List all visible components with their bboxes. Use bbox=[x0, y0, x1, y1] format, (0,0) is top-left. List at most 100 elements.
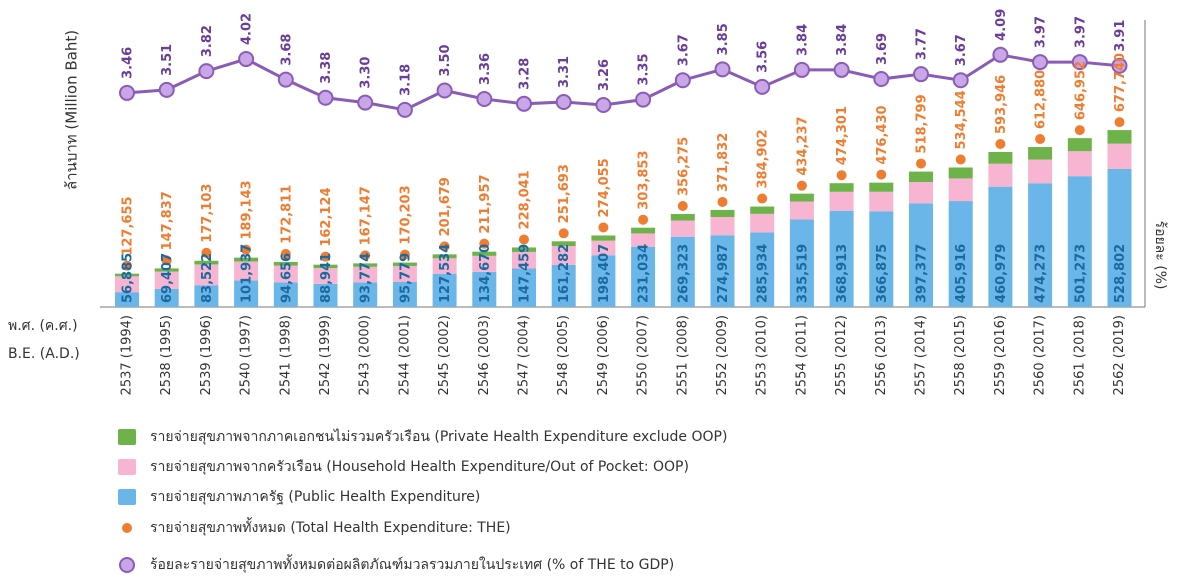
bar-segment bbox=[591, 240, 616, 256]
data-label: 3.30 bbox=[359, 57, 374, 89]
gdp-point bbox=[119, 84, 135, 101]
bar-segment bbox=[710, 209, 735, 217]
data-label: 384,902 bbox=[756, 129, 771, 188]
data-label: 593,946 bbox=[994, 75, 1009, 134]
data-label: 3.85 bbox=[716, 23, 731, 55]
bar-segment bbox=[1107, 143, 1132, 169]
gdp-line bbox=[126, 53, 1120, 112]
data-label: 83,522 bbox=[200, 253, 215, 303]
legend-swatch bbox=[119, 557, 135, 573]
total-dot bbox=[638, 214, 649, 225]
bar-segment bbox=[829, 191, 854, 211]
data-label: 101,937 bbox=[240, 244, 255, 303]
data-label: 434,237 bbox=[795, 116, 810, 175]
bar-segment bbox=[670, 220, 695, 237]
total-dot bbox=[916, 158, 926, 169]
total-dot bbox=[360, 250, 371, 261]
total-dot bbox=[399, 249, 410, 260]
total-dot bbox=[876, 169, 887, 180]
gdp-point bbox=[277, 71, 294, 88]
data-label: 56,885 bbox=[121, 253, 136, 303]
legend-label: รายจ่ายสุขภาพทั้งหมด (Total Health Expen… bbox=[150, 517, 511, 536]
data-label: 3.38 bbox=[319, 52, 334, 84]
bar-segment bbox=[353, 263, 378, 267]
total-dot bbox=[161, 255, 172, 266]
data-label: 476,430 bbox=[875, 105, 890, 164]
x-tick-label: 2540 (1997) bbox=[239, 315, 254, 395]
bar-segment bbox=[750, 206, 775, 214]
gdp-point bbox=[595, 97, 612, 114]
bar-segment bbox=[273, 261, 298, 266]
total-dot bbox=[320, 251, 331, 262]
data-label: 172,811 bbox=[279, 185, 294, 244]
data-label: 177,103 bbox=[200, 184, 215, 243]
data-label: 3.82 bbox=[200, 25, 215, 57]
data-label: 4.02 bbox=[240, 13, 255, 45]
bar-segment bbox=[988, 186, 1013, 307]
bar-segment bbox=[869, 191, 894, 212]
data-label: 3.84 bbox=[795, 24, 810, 56]
bar-segment bbox=[432, 273, 457, 307]
data-label: 3.68 bbox=[279, 34, 294, 66]
total-dot bbox=[1074, 125, 1085, 136]
bar-segment bbox=[948, 201, 973, 307]
x-tick-label: 2550 (2007) bbox=[636, 315, 651, 395]
data-label: 147,837 bbox=[160, 191, 175, 250]
gdp-point bbox=[555, 93, 572, 110]
x-tick-label: 2546 (2003) bbox=[477, 315, 492, 395]
data-label: 269,323 bbox=[676, 244, 691, 303]
x-tick-label: 2561 (2018) bbox=[1072, 315, 1087, 395]
gdp-point bbox=[436, 82, 453, 99]
data-label: 94,656 bbox=[279, 253, 294, 303]
gdp-point bbox=[1032, 54, 1049, 71]
data-label: 285,934 bbox=[756, 244, 771, 303]
x-tick-label: 2559 (2016) bbox=[993, 315, 1008, 395]
bar-segment bbox=[789, 193, 814, 202]
bar-segment bbox=[353, 282, 378, 307]
data-label: 127,534 bbox=[438, 244, 453, 303]
data-label: 274,987 bbox=[716, 244, 731, 303]
bar-segment bbox=[551, 241, 576, 247]
bar-segment bbox=[988, 151, 1013, 164]
bar-segment bbox=[631, 227, 656, 234]
data-label: 3.67 bbox=[954, 34, 969, 66]
data-label: 3.35 bbox=[637, 53, 652, 85]
gdp-point bbox=[833, 61, 850, 78]
data-label: 474,301 bbox=[835, 106, 850, 165]
gdp-point bbox=[873, 71, 890, 88]
data-label: 3.26 bbox=[597, 59, 612, 91]
x-tick-label: 2538 (1995) bbox=[159, 315, 174, 395]
legend-swatch bbox=[118, 429, 136, 445]
data-label: 3.77 bbox=[915, 28, 930, 60]
total-dot bbox=[995, 138, 1006, 149]
x-tick-label: 2555 (2012) bbox=[834, 315, 849, 395]
total-dot bbox=[598, 222, 609, 233]
data-label: 3.91 bbox=[1113, 20, 1128, 52]
total-dot bbox=[479, 238, 490, 249]
bar-segment bbox=[551, 264, 576, 307]
gdp-point bbox=[238, 51, 255, 68]
bar-segment bbox=[234, 261, 259, 281]
x-tick-label: 2544 (2001) bbox=[397, 315, 412, 395]
data-label: 3.46 bbox=[121, 47, 136, 79]
bar-segment bbox=[115, 276, 139, 293]
total-dot bbox=[519, 234, 529, 245]
bar-segment bbox=[948, 178, 973, 202]
data-label: 3.84 bbox=[835, 24, 850, 56]
gdp-point bbox=[357, 94, 374, 111]
bar-segment bbox=[829, 210, 854, 307]
bar-segment bbox=[1067, 138, 1092, 152]
gdp-point bbox=[952, 72, 969, 89]
data-label: 3.36 bbox=[478, 53, 493, 85]
data-label: 405,916 bbox=[954, 244, 969, 303]
x-tick-label: 2541 (1998) bbox=[278, 315, 293, 395]
data-label: 397,377 bbox=[915, 244, 930, 303]
bar-segment bbox=[273, 265, 298, 283]
bar-segment bbox=[631, 246, 656, 307]
data-label: 371,832 bbox=[716, 133, 731, 192]
x-tick-label: 2537 (1994) bbox=[120, 315, 135, 395]
data-label: 201,679 bbox=[438, 177, 453, 236]
bar-segment bbox=[750, 232, 775, 307]
total-dot bbox=[1035, 134, 1046, 145]
